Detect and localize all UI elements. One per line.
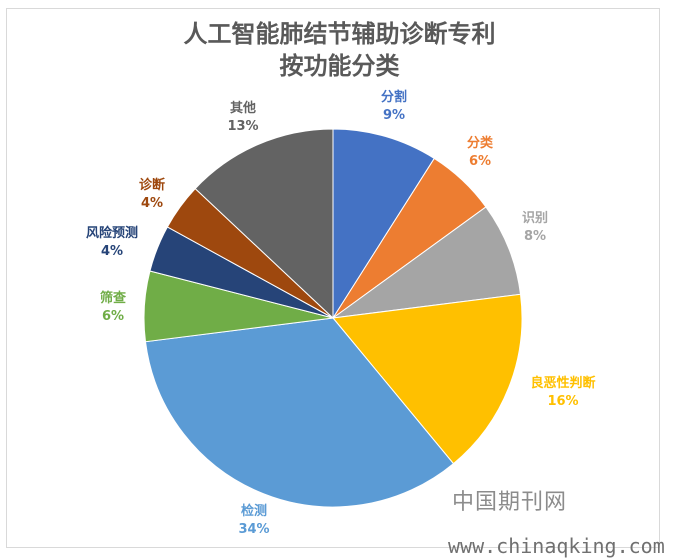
slice-label-7: 诊断 — [139, 177, 165, 193]
watermark-cn: 中国期刊网 — [452, 490, 568, 515]
slice-percent-7: 4% — [141, 196, 163, 211]
slice-label-5: 筛查 — [100, 290, 127, 306]
slice-label-3: 良恶性判断 — [530, 375, 595, 391]
pie-slice-0 — [332, 128, 435, 320]
slice-percent-6: 4% — [101, 244, 123, 259]
chart-title: 人工智能肺结节辅助诊断专利 按功能分类 — [0, 18, 679, 82]
watermark-url: www.chinaqking.com — [448, 534, 665, 558]
slice-percent-8: 13% — [227, 119, 258, 134]
pie-slice-8 — [194, 128, 334, 320]
pie-slice-3 — [332, 293, 523, 465]
slice-percent-0: 9% — [383, 108, 405, 123]
slice-label-6: 风险预测 — [86, 225, 138, 241]
slice-percent-4: 34% — [238, 522, 269, 537]
slice-percent-3: 16% — [547, 394, 578, 409]
pie-slice-2 — [332, 206, 522, 319]
chart-title-line2: 按功能分类 — [279, 52, 400, 80]
slice-label-4: 检测 — [241, 503, 267, 519]
slice-label-1: 分类 — [467, 135, 494, 151]
slice-percent-1: 6% — [469, 154, 491, 169]
slice-percent-5: 6% — [102, 309, 124, 324]
slice-label-2: 识别 — [522, 211, 548, 226]
pie-slice-4 — [144, 317, 455, 508]
chart-title-line1: 人工智能肺结节辅助诊断专利 — [183, 20, 496, 48]
slice-label-8: 其他 — [230, 100, 256, 116]
slice-percent-2: 8% — [524, 229, 546, 244]
slice-label-0: 分割 — [381, 89, 407, 105]
